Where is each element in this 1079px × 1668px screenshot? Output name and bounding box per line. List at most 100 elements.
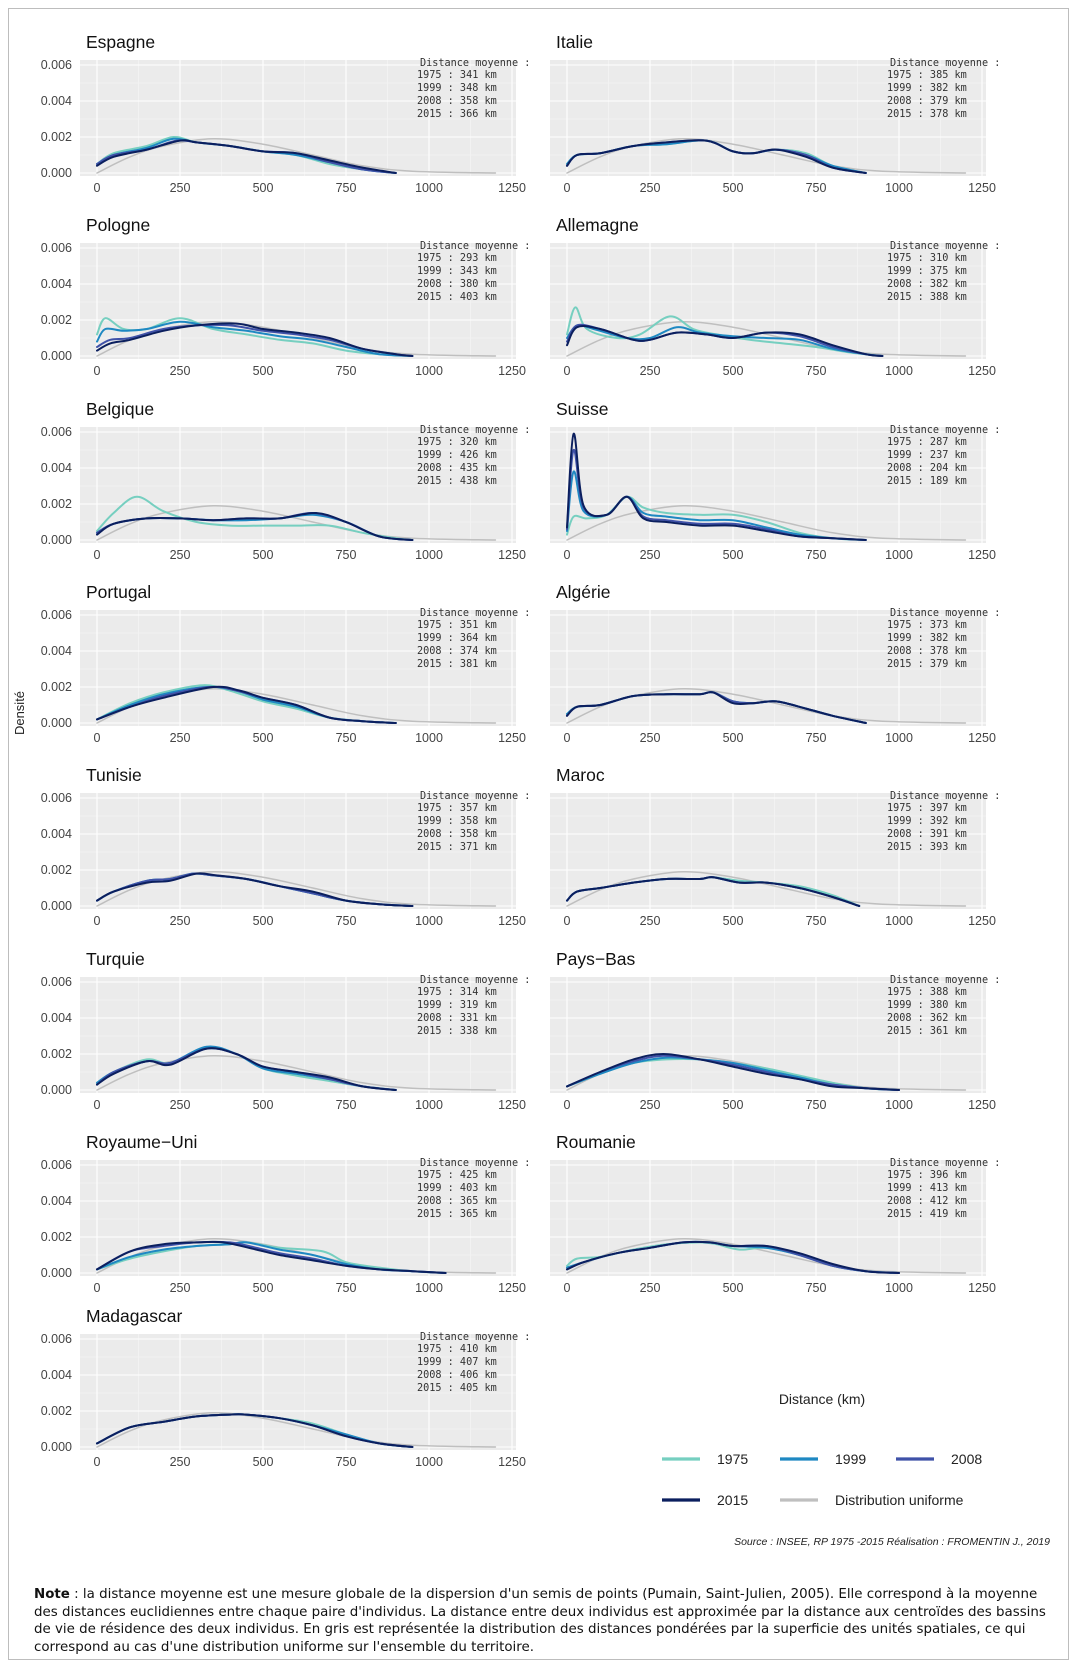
x-tick-label: 750 (336, 731, 357, 745)
x-tick-label: 0 (564, 364, 571, 378)
mean-distance-line: 1999 : 380 km (887, 1000, 967, 1011)
x-tick-label: 0 (94, 1098, 101, 1112)
y-tick-label: 0.006 (41, 58, 72, 72)
mean-distance-line: 2008 : 406 km (417, 1370, 497, 1381)
y-tick-label: 0.000 (41, 1440, 72, 1454)
y-tick-label: 0.002 (41, 130, 72, 144)
panel-suisse: Suisse 0 250 500 750 1000 1250 Distance moyenne… (550, 399, 1000, 562)
x-tick-label: 1250 (968, 364, 996, 378)
panel-allemagne: Allemagne 0 250 500 750 1000 1250 Distance moye… (550, 215, 1000, 378)
mean-distance-header: Distance moyenne : (890, 58, 1000, 69)
series-line-2015 (96, 322, 414, 357)
mean-distance-line: 2015 : 419 km (887, 1209, 967, 1220)
major-gridlines (80, 793, 516, 909)
x-tick-label: 250 (170, 548, 191, 562)
mean-distance-line: 1999 : 407 km (417, 1357, 497, 1368)
panel-madagascar: Madagascar 0 250 500 750 1000 1250 0.000 0.002 0.… (41, 1306, 531, 1469)
plot-background (80, 60, 516, 176)
y-tick-label: 0.004 (41, 827, 72, 841)
x-tick-label: 750 (806, 548, 827, 562)
x-tick-label: 250 (640, 914, 661, 928)
x-tick-label: 1000 (415, 731, 443, 745)
source-caption: Source : INSEE, RP 1975 -2015 Réalisatio… (734, 1536, 1050, 1548)
mean-distance-line: 1999 : 382 km (887, 633, 967, 644)
major-gridlines (550, 243, 986, 359)
x-tick-label: 1250 (968, 914, 996, 928)
plot-background (550, 243, 986, 359)
x-tick-label: 500 (723, 364, 744, 378)
x-tick-label: 0 (564, 914, 571, 928)
x-tick-label: 250 (170, 1281, 191, 1295)
mean-distance-header: Distance moyenne : (420, 58, 530, 69)
x-tick-label: 750 (806, 364, 827, 378)
mean-distance-header: Distance moyenne : (420, 425, 530, 436)
x-tick-label: 1000 (885, 181, 913, 195)
mean-distance-line: 1975 : 351 km (417, 620, 497, 631)
x-tick-label: 250 (170, 181, 191, 195)
y-tick-label: 0.006 (41, 791, 72, 805)
series-line-2015 (566, 432, 867, 541)
x-tick-label: 500 (253, 731, 274, 745)
mean-distance-line: 2008 : 331 km (417, 1013, 497, 1024)
major-gridlines (550, 610, 986, 726)
series-line-1999 (566, 324, 884, 357)
x-tick-label: 250 (640, 1281, 661, 1295)
major-gridlines (80, 610, 516, 726)
x-tick-label: 750 (806, 731, 827, 745)
minor-gridlines (80, 1160, 516, 1276)
mean-distance-line: 1999 : 348 km (417, 83, 497, 94)
y-tick-label: 0.006 (41, 1332, 72, 1346)
y-tick-label: 0.004 (41, 461, 72, 475)
legend-label-2015: 2015 (717, 1492, 748, 1508)
series-line-distribution-uniforme (566, 505, 967, 541)
series-line-2015 (566, 876, 861, 907)
mean-distance-line: 1999 : 364 km (417, 633, 497, 644)
major-gridlines (80, 977, 516, 1093)
series-line-2015 (566, 1053, 900, 1091)
legend-label-1999: 1999 (835, 1451, 866, 1467)
y-tick-label: 0.002 (41, 1047, 72, 1061)
mean-distance-line: 2008 : 378 km (887, 646, 967, 657)
panel-title: Pologne (86, 215, 150, 235)
series-line-distribution-uniforme (96, 138, 497, 174)
panel-title: Portugal (86, 582, 151, 602)
series-line-distribution-uniforme (96, 1055, 497, 1091)
mean-distance-line: 2008 : 380 km (417, 279, 497, 290)
mean-distance-line: 1999 : 358 km (417, 816, 497, 827)
mean-distance-line: 1999 : 426 km (417, 450, 497, 461)
x-tick-label: 500 (253, 364, 274, 378)
x-tick-label: 500 (253, 181, 274, 195)
series-line-2008 (566, 1054, 900, 1091)
mean-distance-line: 1975 : 410 km (417, 1344, 497, 1355)
x-axis-label: Distance (km) (779, 1391, 865, 1407)
panel-title: Allemagne (556, 215, 639, 235)
panel-portugal: Portugal 0 250 500 750 1000 1250 0.000 0.002 0.00… (41, 582, 531, 745)
x-tick-label: 1250 (498, 1281, 526, 1295)
x-tick-label: 0 (94, 731, 101, 745)
x-tick-label: 750 (806, 1281, 827, 1295)
mean-distance-line: 1975 : 385 km (887, 70, 967, 81)
minor-gridlines (80, 427, 516, 543)
x-tick-label: 1250 (968, 181, 996, 195)
x-tick-label: 1000 (415, 364, 443, 378)
panel-title: Royaume−Uni (86, 1132, 197, 1152)
mean-distance-line: 2015 : 366 km (417, 109, 497, 120)
major-gridlines (80, 243, 516, 359)
panel-title: Turquie (86, 949, 145, 969)
x-tick-label: 500 (253, 1098, 274, 1112)
x-tick-label: 250 (170, 731, 191, 745)
x-tick-label: 500 (253, 914, 274, 928)
major-gridlines (550, 1160, 986, 1276)
mean-distance-header: Distance moyenne : (420, 608, 530, 619)
mean-distance-header: Distance moyenne : (890, 425, 1000, 436)
mean-distance-line: 2015 : 338 km (417, 1026, 497, 1037)
series-line-2015 (566, 139, 867, 174)
mean-distance-line: 2008 : 204 km (887, 463, 967, 474)
mean-distance-line: 1975 : 388 km (887, 987, 967, 998)
x-tick-label: 0 (94, 1455, 101, 1469)
x-tick-label: 500 (253, 548, 274, 562)
mean-distance-line: 2015 : 381 km (417, 659, 497, 670)
series-line-1975 (566, 495, 867, 541)
panel-espagne: Espagne 0 250 500 750 1000 1250 0.000 0.002 0.004… (41, 32, 531, 195)
x-tick-label: 1250 (968, 548, 996, 562)
